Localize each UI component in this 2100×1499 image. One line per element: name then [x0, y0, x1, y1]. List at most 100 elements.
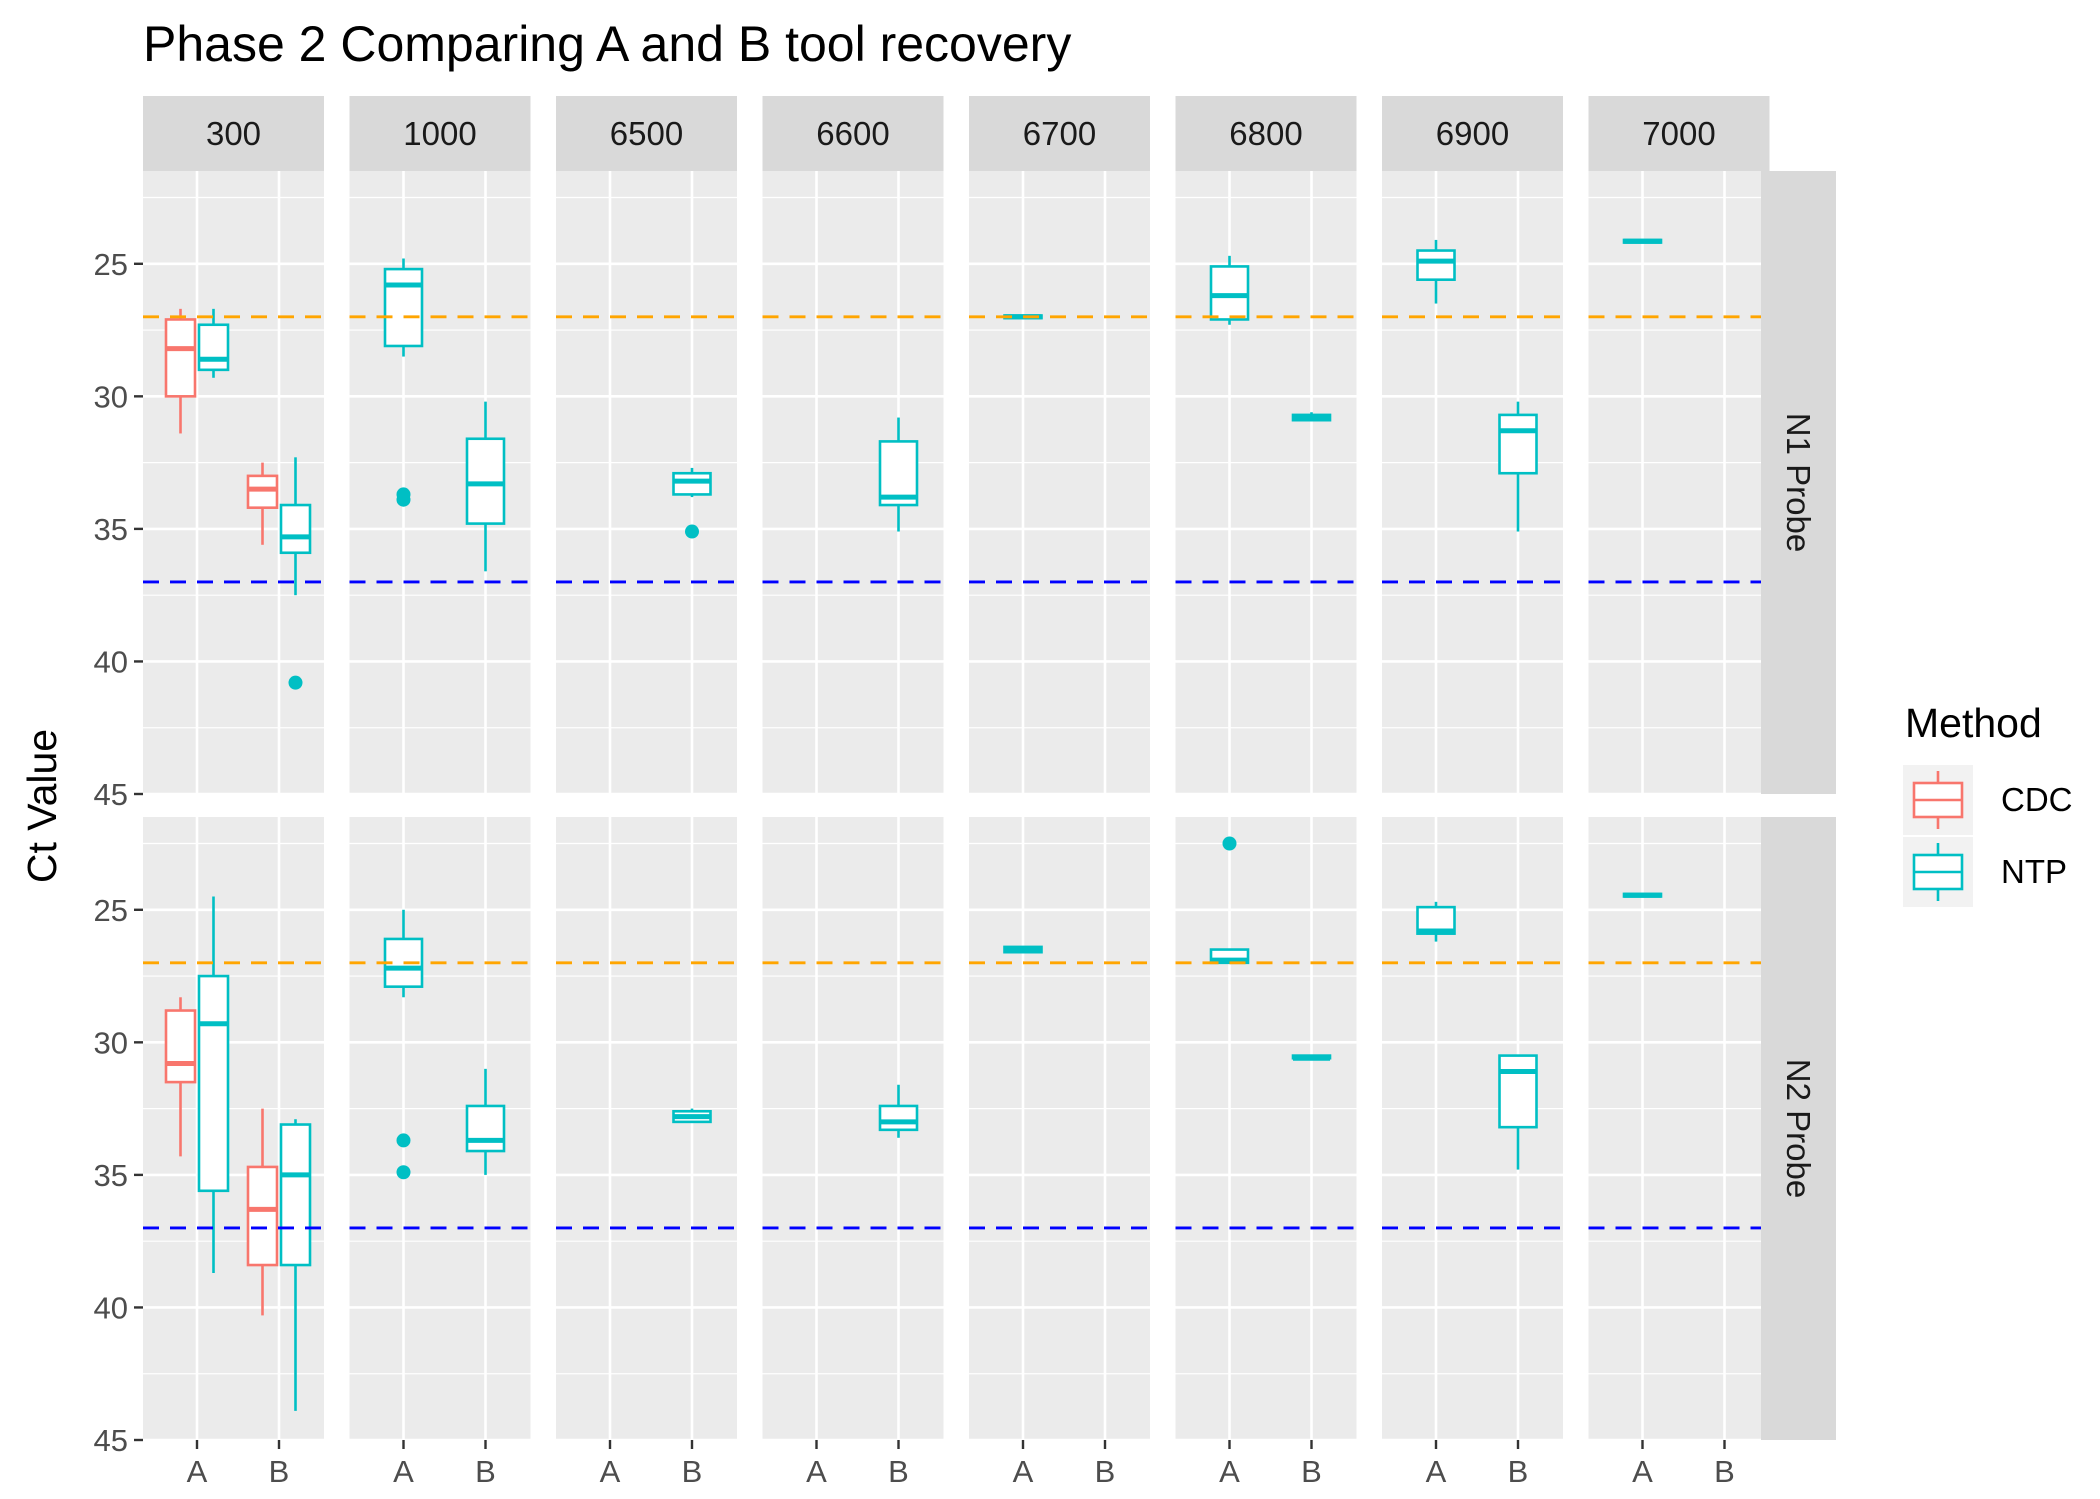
panel-n2-probe-6700: [969, 817, 1150, 1442]
y-tick-label: 30: [94, 1025, 128, 1060]
x-tick-label: A: [806, 1454, 827, 1489]
x-tick-label: B: [888, 1454, 909, 1489]
panel-n1-probe-6800: [1175, 171, 1357, 796]
y-tick-label: 35: [94, 512, 128, 547]
legend-label: NTP: [2001, 853, 2067, 890]
box-body: [246, 1165, 279, 1267]
facet-strip: [969, 96, 1150, 171]
box-body: [279, 1123, 312, 1267]
legend-entry-cdc: CDC: [1903, 765, 2073, 835]
panel-n1-probe-300: [143, 171, 324, 796]
box-n2-probe-300-b-cdc: [246, 1108, 279, 1316]
outlier-point: [396, 1133, 411, 1148]
x-tick-label: A: [1013, 1454, 1034, 1489]
outlier-point: [1222, 836, 1237, 851]
box-n2-probe-300-a-cdc: [164, 997, 197, 1157]
facet-strip-label: 6600: [816, 115, 889, 152]
legend-title: Method: [1905, 700, 2042, 746]
box-body: [164, 318, 197, 398]
facet-strip-label: 6900: [1436, 115, 1509, 152]
box-n2-probe-6600-b-ntp: [878, 1084, 919, 1138]
panel-background: [969, 817, 1150, 1440]
box-n1-probe-300-b-ntp: [279, 457, 312, 690]
box-body: [279, 503, 312, 555]
facet-strip: [349, 96, 531, 171]
panel-n2-probe-6500: [556, 817, 737, 1442]
x-tick-label: B: [1301, 1454, 1322, 1489]
panel-n1-probe-6700: [969, 171, 1150, 796]
x-tick-label: A: [1219, 1454, 1240, 1489]
box-n1-probe-1000-a-ntp: [383, 258, 424, 507]
x-tick-label: A: [600, 1454, 621, 1489]
chart-title: Phase 2 Comparing A and B tool recovery: [143, 16, 1071, 72]
facet-strip: [1382, 96, 1563, 171]
x-tick-label: B: [1508, 1454, 1529, 1489]
panel-background: [1382, 817, 1563, 1440]
panel-background: [1588, 171, 1770, 794]
outlier-point: [288, 675, 303, 690]
legend-label: CDC: [2001, 781, 2073, 818]
x-tick-label: A: [1426, 1454, 1447, 1489]
box-n2-probe-1000-b-ntp: [465, 1068, 506, 1175]
row-strip-label: N1 Probe: [1780, 413, 1817, 552]
box-body: [1498, 413, 1538, 475]
box-body: [197, 974, 230, 1193]
box-n1-probe-6900-b-ntp: [1498, 401, 1538, 532]
y-axis-title: Ct Value: [19, 729, 65, 883]
row-strip-label: N2 Probe: [1780, 1059, 1817, 1198]
box-body: [1498, 1054, 1538, 1129]
box-n2-probe-6900-a-ntp: [1416, 901, 1456, 942]
legend-entry-ntp: NTP: [1903, 837, 2067, 907]
panel-background: [1175, 171, 1357, 794]
y-tick-label: 45: [94, 1423, 128, 1458]
box-n2-probe-6900-b-ntp: [1498, 1054, 1538, 1170]
y-tick-label: 40: [94, 644, 128, 679]
box-body: [1416, 249, 1456, 281]
outlier-point: [396, 1165, 411, 1180]
box-n1-probe-6900-a-ntp: [1416, 239, 1456, 304]
panel-background: [1175, 817, 1357, 1440]
box-body: [465, 1104, 506, 1153]
box-body: [383, 267, 424, 348]
facet-strip-label: 6700: [1023, 115, 1096, 152]
y-tick-label: 30: [94, 379, 128, 414]
box-n2-probe-6700-a-ntp: [1003, 945, 1043, 954]
legend-entries: CDC NTP: [1903, 765, 2073, 907]
facet-strip-label: 300: [206, 115, 261, 152]
x-tick-label: A: [393, 1454, 414, 1489]
y-tick-label: 45: [94, 777, 128, 812]
panel-n2-probe-7000: [1588, 817, 1770, 1442]
panel-background: [143, 171, 324, 794]
box-body: [465, 437, 506, 525]
x-tick-label: A: [187, 1454, 208, 1489]
box-body: [246, 474, 279, 509]
x-tick-label: B: [1095, 1454, 1116, 1489]
box-body: [878, 440, 919, 507]
box-body: [197, 323, 230, 372]
x-tick-label: B: [475, 1454, 496, 1489]
facet-strip: [1175, 96, 1357, 171]
panel-n1-probe-7000: [1588, 171, 1770, 796]
panel-background: [556, 817, 737, 1440]
box-n2-probe-6800-b-ntp: [1291, 1054, 1332, 1061]
y-tick-label: 35: [94, 1158, 128, 1193]
row-strip: [1761, 171, 1836, 794]
panel-background: [969, 171, 1150, 794]
y-tick-label: 25: [94, 247, 128, 282]
x-tick-label: A: [1632, 1454, 1653, 1489]
facet-strip: [143, 96, 324, 171]
facet-strips: 300 1000 6500 6600 6700 6800 6900 7000 N1 Probe N…: [143, 96, 1836, 1440]
box-n1-probe-7000-a-ntp: [1622, 238, 1663, 244]
box-n1-probe-300-b-cdc: [246, 462, 279, 545]
facet-strip-label: 7000: [1642, 115, 1715, 152]
facet-strip-label: 1000: [403, 115, 476, 152]
box-n1-probe-6600-b-ntp: [878, 417, 919, 532]
panel-background: [1382, 171, 1563, 794]
x-tick-label: B: [269, 1454, 290, 1489]
panel-n2-probe-6800: [1175, 817, 1357, 1442]
facet-strip: [1588, 96, 1770, 171]
facet-strip-label: 6500: [610, 115, 683, 152]
box-body: [164, 1009, 197, 1084]
box-n1-probe-1000-b-ntp: [465, 401, 506, 572]
